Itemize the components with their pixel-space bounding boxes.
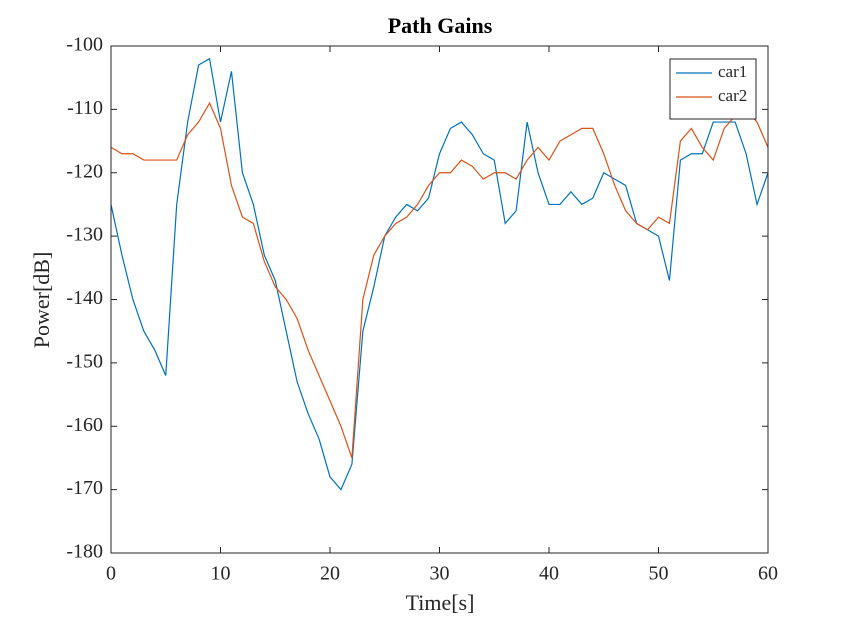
x-tick-label: 20 [320, 563, 340, 585]
x-tick-label: 40 [539, 563, 559, 585]
x-axis-label: Time[s] [406, 590, 475, 615]
y-tick-label: -130 [66, 224, 103, 246]
y-tick-label: -170 [66, 477, 103, 499]
x-tick-label: 0 [106, 563, 116, 585]
legend-box [669, 58, 757, 120]
x-tick-label: 10 [211, 563, 231, 585]
legend-label: car2 [718, 86, 747, 105]
x-tick-label: 60 [758, 563, 778, 585]
y-tick-label: -120 [66, 160, 103, 182]
y-axis-label: Power[dB] [29, 252, 54, 349]
plot-area [111, 46, 768, 553]
data-line [110, 57, 769, 491]
x-tick-label: 50 [649, 563, 669, 585]
data-line [110, 101, 769, 459]
y-tick-label: -100 [66, 34, 103, 56]
legend-label: car1 [718, 62, 747, 81]
y-tick-label: -180 [66, 541, 103, 563]
axes-box [110, 45, 769, 554]
y-tick-label: -110 [67, 97, 103, 119]
chart-title: Path Gains [388, 13, 493, 38]
plot-content [110, 45, 769, 554]
y-tick-label: -140 [66, 287, 103, 309]
x-tick-label: 30 [430, 563, 450, 585]
y-tick-label: -150 [66, 350, 103, 372]
y-tick-label: -160 [66, 414, 103, 436]
